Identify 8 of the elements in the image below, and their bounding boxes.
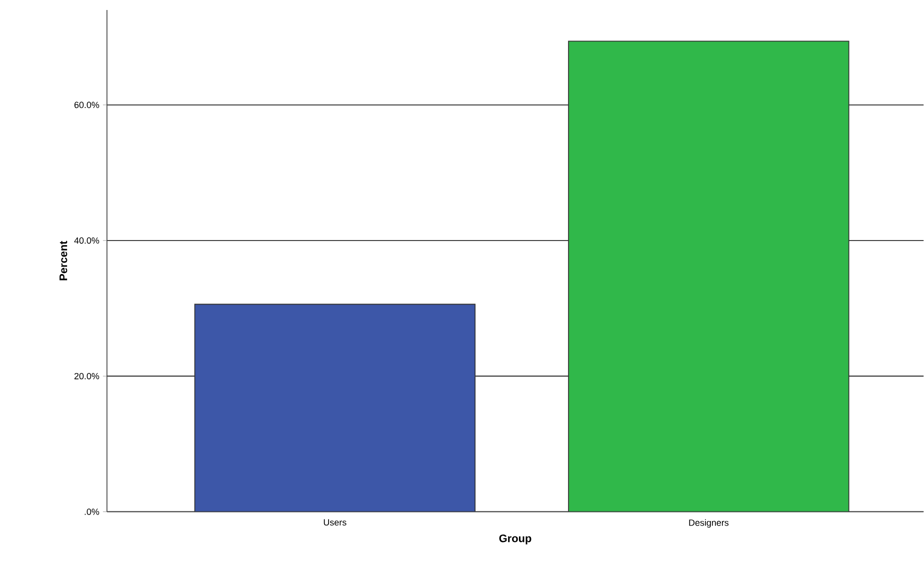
x-tick-label: Designers [689,519,728,528]
y-axis-title: Percent [60,241,68,280]
y-tick-label: 40.0% [74,237,100,244]
x-axis-title: Group [499,534,532,544]
x-tick-label: Users [324,519,346,526]
y-tick-label: 20.0% [74,373,100,380]
y-tick-label: 60.0% [74,102,100,108]
y-tick-label: .0% [84,508,100,516]
